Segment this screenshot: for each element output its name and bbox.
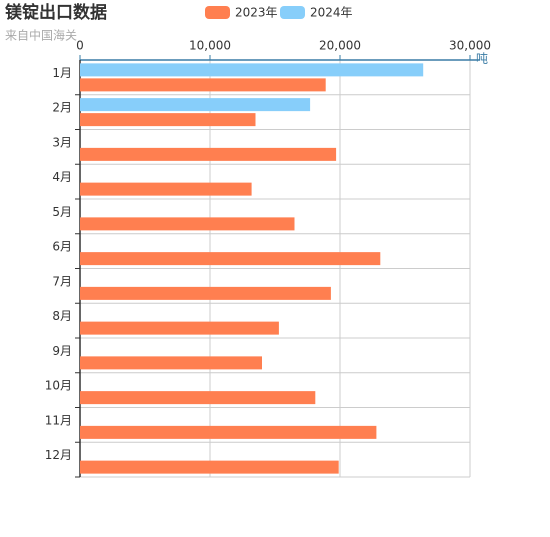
x-axis-label: 吨 (476, 52, 488, 66)
y-tick-label: 8月 (52, 309, 72, 323)
chart-title: 镁锭出口数据 (5, 2, 107, 23)
y-tick-label: 3月 (52, 135, 72, 149)
bar (80, 286, 331, 300)
bar (80, 356, 262, 370)
y-tick-label: 5月 (52, 205, 72, 219)
bar (80, 391, 316, 405)
y-tick-label: 9月 (52, 344, 72, 358)
chart-subtitle: 来自中国海关 (5, 28, 77, 43)
bar (80, 321, 279, 335)
y-tick-label: 7月 (52, 274, 72, 288)
bar (80, 98, 311, 112)
bar (80, 63, 424, 77)
bar (80, 217, 295, 231)
x-tick-label: 30,000 (449, 39, 491, 53)
x-tick-label: 20,000 (319, 39, 361, 53)
bar (80, 78, 326, 92)
x-tick-label: 10,000 (189, 39, 231, 53)
y-tick-label: 2月 (52, 101, 72, 115)
y-tick-label: 6月 (52, 240, 72, 254)
legend-label: 2023年 (235, 6, 278, 20)
bar (80, 113, 256, 127)
legend-swatch (280, 6, 305, 19)
y-tick-label: 10月 (45, 379, 72, 393)
legend-swatch (205, 6, 230, 19)
bar (80, 425, 377, 439)
legend-label: 2024年 (310, 6, 353, 20)
bar (80, 182, 252, 196)
y-tick-label: 1月 (52, 66, 72, 80)
bar (80, 147, 337, 161)
x-tick-label: 0 (76, 39, 84, 53)
bar (80, 460, 339, 474)
y-tick-label: 12月 (45, 448, 72, 462)
bar (80, 252, 381, 266)
y-tick-label: 11月 (45, 413, 72, 427)
y-tick-label: 4月 (52, 170, 72, 184)
